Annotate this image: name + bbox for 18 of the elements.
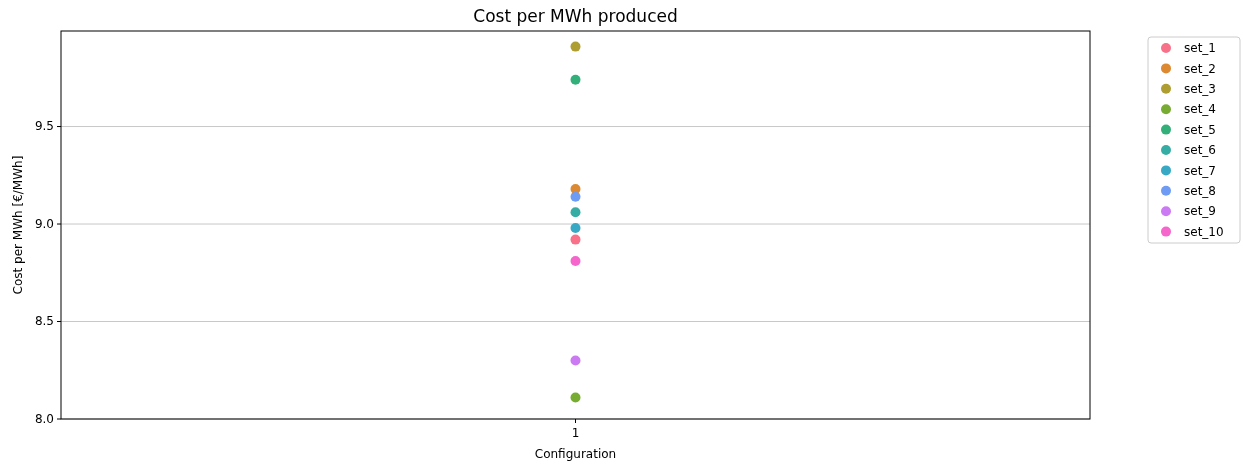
legend-label: set_5: [1184, 122, 1216, 137]
legend-label: set_2: [1184, 61, 1216, 76]
y-axis-title: Cost per MWh [€/MWh]: [11, 155, 25, 295]
y-tick-label: 8.0: [34, 411, 54, 426]
chart-title: Cost per MWh produced: [473, 6, 678, 26]
legend-label: set_10: [1184, 224, 1224, 239]
legend-label: set_1: [1184, 41, 1216, 56]
legend-label: set_4: [1184, 102, 1216, 117]
x-axis-title: Configuration: [534, 447, 617, 461]
legend-label: set_8: [1184, 184, 1216, 198]
legend-label: set_7: [1184, 163, 1216, 178]
legend-label: set_9: [1184, 204, 1216, 219]
x-tick-label: 1: [571, 426, 580, 440]
legend-label: set_6: [1184, 143, 1216, 158]
y-tick-label: 8.5: [34, 314, 54, 329]
legend-label: set_3: [1184, 82, 1216, 96]
y-tick-label: 9.5: [34, 119, 54, 134]
y-tick-label: 9.0: [34, 216, 54, 231]
